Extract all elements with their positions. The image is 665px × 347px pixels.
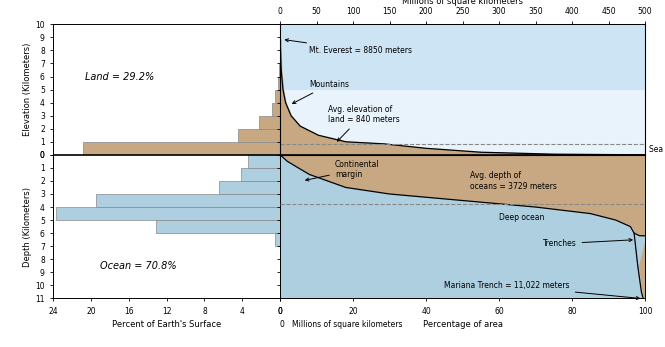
Bar [271,103,280,116]
Text: 0   Millions of square kilometers: 0 Millions of square kilometers [280,320,402,329]
Text: Deep ocean: Deep ocean [499,213,545,222]
X-axis label: Millions of square kilometers: Millions of square kilometers [402,0,523,6]
Bar [259,116,280,129]
Bar [56,207,280,220]
Text: Mt. Everest = 8850 meters: Mt. Everest = 8850 meters [285,39,412,55]
Bar [279,64,280,76]
Bar [156,220,280,233]
Text: Avg. depth of
oceans = 3729 meters: Avg. depth of oceans = 3729 meters [470,171,557,191]
Bar [248,155,280,168]
Text: Sea level: Sea level [648,145,665,154]
Bar [241,168,280,181]
Text: Continental
margin: Continental margin [306,160,380,181]
Y-axis label: Elevation (Kilometers): Elevation (Kilometers) [23,43,33,136]
Bar [219,181,280,194]
Text: Mariana Trench = 11,022 meters: Mariana Trench = 11,022 meters [444,281,639,299]
Text: Avg. elevation of
land = 840 meters: Avg. elevation of land = 840 meters [328,105,399,141]
Bar [278,77,280,90]
Y-axis label: Depth (Kilometers): Depth (Kilometers) [23,187,33,266]
Bar [237,129,280,142]
X-axis label: Percent of Earth's Surface: Percent of Earth's Surface [112,320,221,329]
Text: Trenches: Trenches [543,238,632,248]
Text: Mountains: Mountains [293,80,349,103]
Text: Land = 29.2%: Land = 29.2% [84,71,154,82]
X-axis label: Percentage of area: Percentage of area [422,320,503,329]
Bar [275,90,280,102]
Bar [83,142,280,155]
Text: Ocean = 70.8%: Ocean = 70.8% [100,261,177,271]
Bar [96,194,280,207]
Bar [275,233,280,246]
